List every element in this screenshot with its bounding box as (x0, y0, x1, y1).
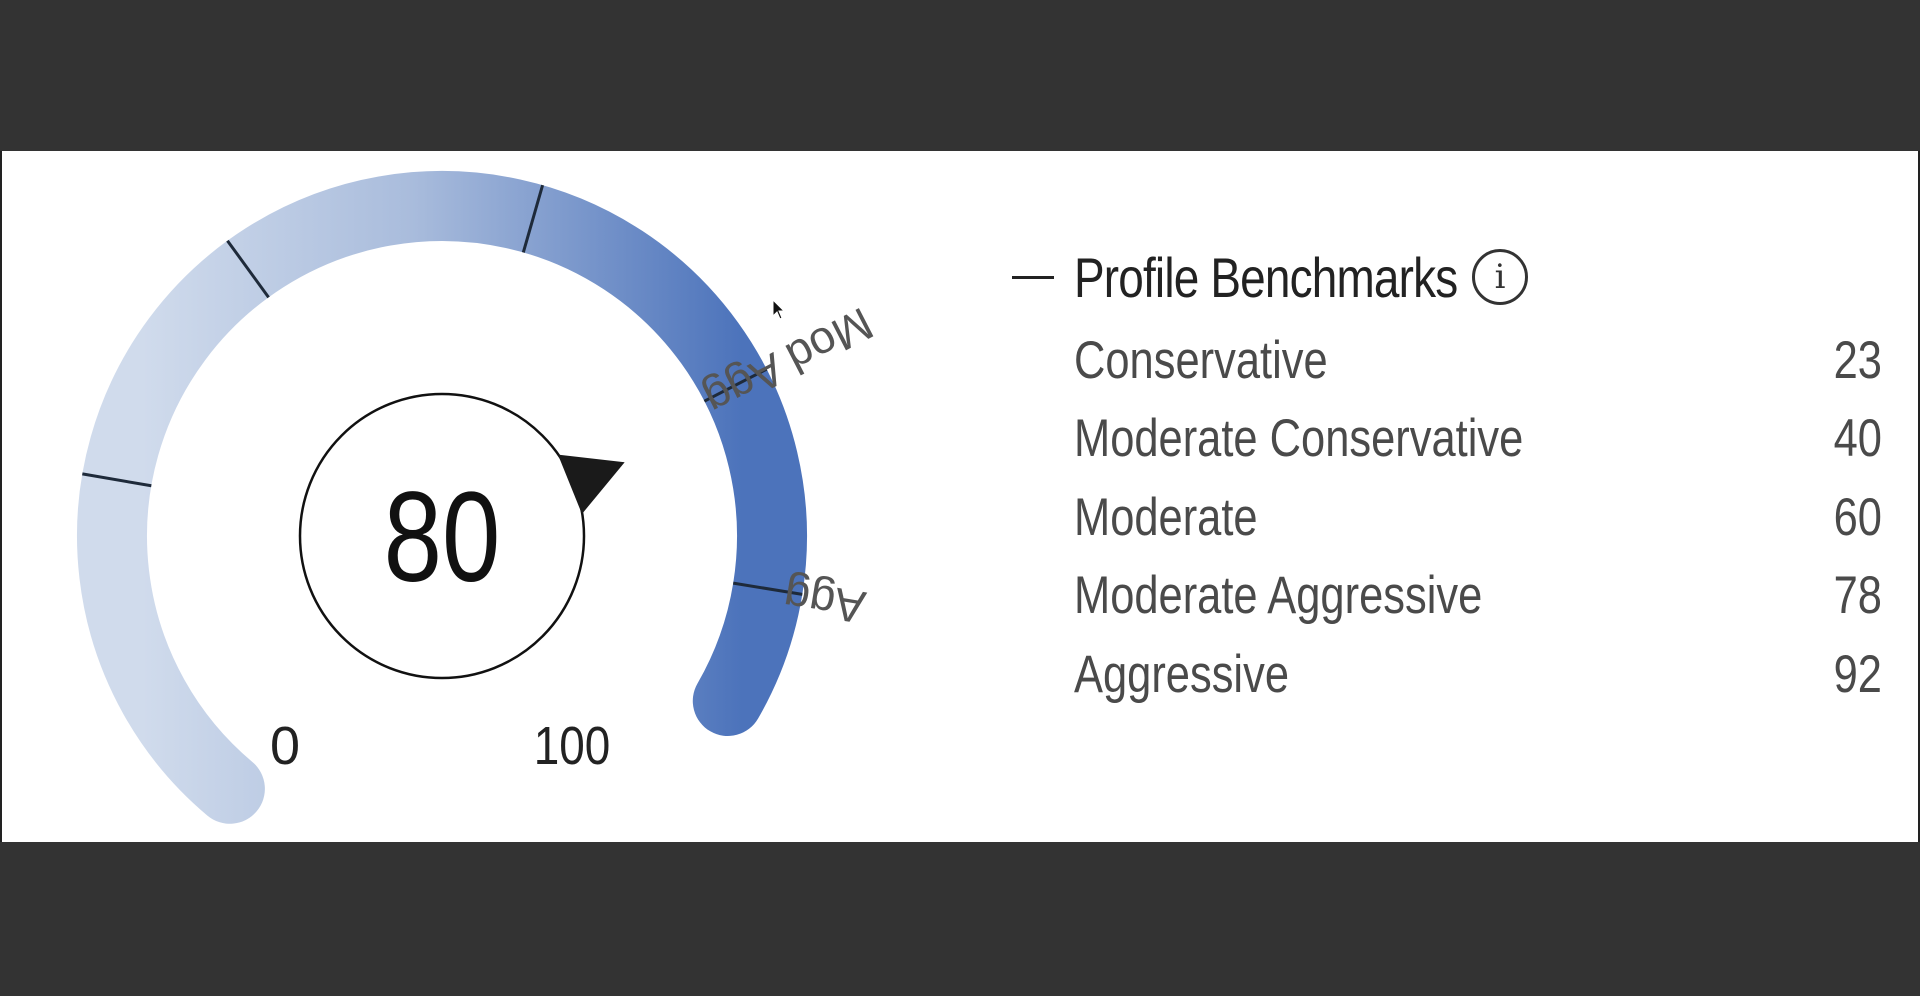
gauge-band-label: Agg (780, 570, 869, 634)
gauge-max-label: 100 (534, 716, 611, 776)
benchmark-label: Moderate Aggressive (1074, 566, 1483, 626)
legend-line-marker (1012, 275, 1054, 279)
benchmark-label: Moderate (1074, 487, 1258, 547)
benchmark-value: 60 (1833, 487, 1882, 547)
score-pointer (557, 454, 625, 514)
gauge-tick (521, 184, 545, 253)
benchmark-value: 78 (1833, 566, 1882, 626)
benchmark-label: Conservative (1074, 330, 1328, 390)
benchmark-label: Moderate Conservative (1074, 409, 1524, 469)
info-icon[interactable]: i (1472, 249, 1528, 305)
bottom-letterbox-bar (0, 842, 1920, 996)
benchmark-row-moderate-aggressive: Moderate Aggressive 78 (1074, 557, 1882, 636)
risk-profile-panel: 80 0 100 Mod Agg Agg Profile Benchmarks i… (0, 151, 1920, 842)
benchmark-list: Conservative 23 Moderate Conservative 40… (1012, 321, 1882, 714)
mouse-cursor-icon (772, 299, 786, 320)
score-value: 80 (384, 465, 501, 608)
gauge-ticks (82, 184, 803, 596)
benchmark-value: 23 (1833, 330, 1882, 390)
profile-benchmarks-legend: Profile Benchmarks i Conservative 23 Mod… (1012, 241, 1882, 714)
benchmark-label: Aggressive (1074, 644, 1289, 704)
benchmark-row-moderate: Moderate 60 (1074, 478, 1882, 557)
gauge-arc (77, 171, 807, 824)
benchmark-row-moderate-conservative: Moderate Conservative 40 (1074, 400, 1882, 479)
benchmark-row-aggressive: Aggressive 92 (1074, 635, 1882, 714)
score-circle (298, 392, 586, 680)
top-letterbox-bar (0, 0, 1920, 151)
legend-title: Profile Benchmarks (1074, 245, 1458, 309)
benchmark-value: 92 (1833, 644, 1882, 704)
gauge-tick (703, 367, 768, 403)
gauge-tick (226, 239, 270, 299)
legend-header: Profile Benchmarks i (1012, 241, 1882, 313)
benchmark-value: 40 (1833, 409, 1882, 469)
benchmark-row-conservative: Conservative 23 (1074, 321, 1882, 400)
gauge-tick (732, 581, 803, 596)
gauge-min-label: 0 (270, 716, 300, 776)
gauge-tick (82, 472, 152, 488)
